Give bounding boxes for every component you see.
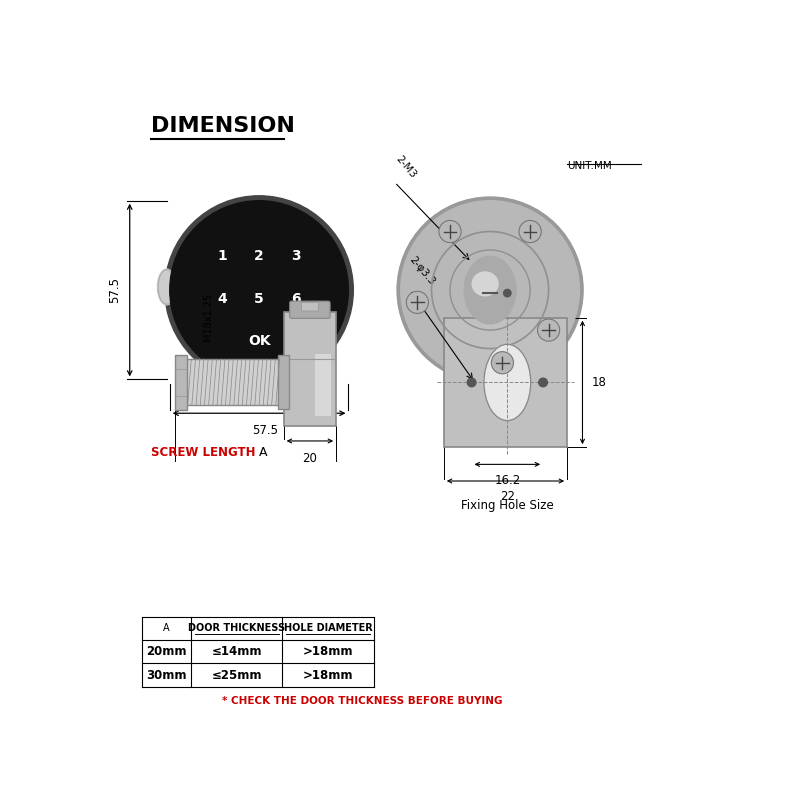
Text: A: A [163, 623, 170, 634]
Text: HOLE DIAMETER: HOLE DIAMETER [284, 623, 373, 634]
Text: * CHECK THE DOOR THICKNESS BEFORE BUYING: * CHECK THE DOOR THICKNESS BEFORE BUYING [222, 696, 503, 706]
Bar [278, 355, 289, 409]
Text: UNIT:MM: UNIT:MM [567, 161, 612, 170]
Circle shape [519, 221, 542, 242]
Text: A: A [259, 446, 267, 459]
Text: DIMENSION: DIMENSION [151, 116, 295, 136]
Text: ≤25mm: ≤25mm [212, 669, 262, 682]
Text: 22: 22 [500, 490, 515, 503]
Circle shape [467, 378, 476, 386]
Circle shape [491, 352, 514, 374]
Circle shape [504, 290, 511, 297]
Bar [284, 312, 336, 426]
Text: 6: 6 [291, 292, 301, 306]
Text: ≤14mm: ≤14mm [212, 645, 262, 658]
Ellipse shape [464, 256, 516, 324]
Circle shape [439, 221, 461, 242]
Bar [444, 318, 567, 447]
Ellipse shape [472, 272, 498, 296]
Text: 4: 4 [218, 292, 227, 306]
Text: 1: 1 [218, 249, 227, 263]
FancyBboxPatch shape [302, 302, 318, 311]
Text: 20mm: 20mm [146, 645, 187, 658]
Bar [185, 359, 282, 406]
Circle shape [538, 319, 560, 341]
Text: 3: 3 [291, 249, 301, 263]
Text: 18: 18 [592, 376, 606, 389]
Circle shape [406, 291, 429, 314]
Circle shape [170, 201, 349, 379]
Text: M18x1.25: M18x1.25 [203, 293, 213, 341]
Text: >18mm: >18mm [303, 669, 354, 682]
Text: SCREW LENGTH: SCREW LENGTH [151, 446, 256, 459]
Text: 16.2: 16.2 [494, 474, 521, 486]
Ellipse shape [158, 269, 176, 305]
Text: 57.5: 57.5 [108, 277, 121, 303]
FancyBboxPatch shape [290, 301, 330, 318]
Text: 57.5: 57.5 [252, 424, 278, 437]
Bar [174, 354, 187, 410]
Circle shape [401, 201, 579, 379]
Text: Fixing Hole Size: Fixing Hole Size [461, 499, 554, 513]
Circle shape [397, 197, 583, 383]
Bar [315, 354, 331, 417]
Text: >18mm: >18mm [303, 645, 354, 658]
Text: OK: OK [248, 334, 270, 347]
Circle shape [538, 378, 547, 386]
Ellipse shape [484, 344, 530, 421]
Text: 2-φ3.3: 2-φ3.3 [407, 254, 436, 287]
Text: 2-M3: 2-M3 [394, 154, 418, 180]
Text: 30mm: 30mm [146, 669, 187, 682]
Text: 5: 5 [254, 292, 264, 306]
Circle shape [165, 196, 354, 384]
Text: DOOR THICKNESS: DOOR THICKNESS [188, 623, 286, 634]
Text: 20: 20 [302, 452, 318, 465]
Text: 2: 2 [254, 249, 264, 263]
